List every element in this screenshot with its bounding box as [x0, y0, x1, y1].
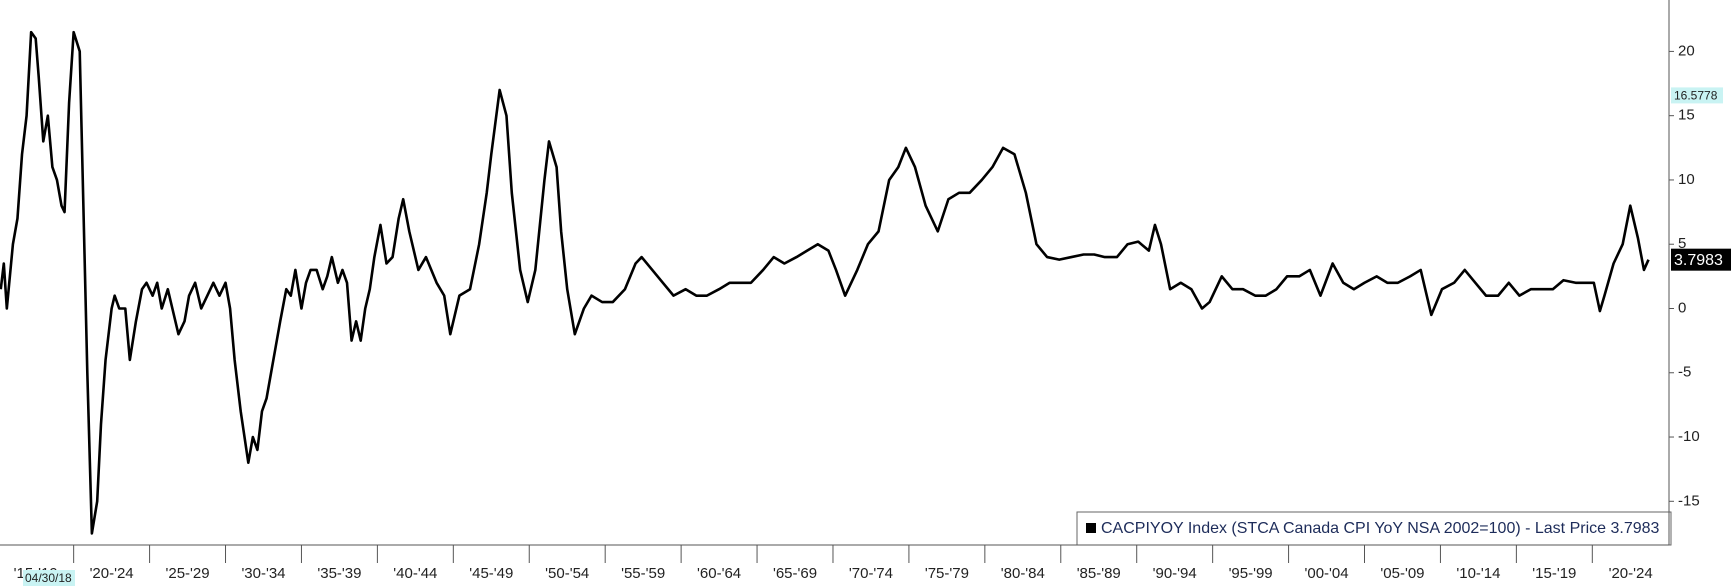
y-tick-label: 5: [1678, 235, 1686, 252]
x-tick-label: '35-'39: [317, 565, 361, 582]
y-tick-label: 15: [1678, 107, 1695, 124]
x-tick-label: '05-'09: [1380, 565, 1424, 582]
y-tick-label: -5: [1678, 364, 1691, 381]
y-tick-label: -15: [1678, 492, 1700, 509]
legend-swatch: [1086, 523, 1096, 533]
series-line: [0, 30, 1650, 535]
y-tick-label: 20: [1678, 42, 1695, 59]
x-tick-label: '10-'14: [1456, 565, 1500, 582]
date-label-bg: [23, 570, 75, 586]
x-tick-label: '55-'59: [621, 565, 665, 582]
y-tick-label: 0: [1678, 299, 1686, 316]
legend-box: [1076, 511, 1672, 546]
y-tick-label: 10: [1678, 171, 1695, 188]
x-tick-label: '75-'79: [925, 565, 969, 582]
x-tick-label: '20-'24: [1609, 565, 1653, 582]
x-tick-label: '85-'89: [1077, 565, 1121, 582]
x-tick-label: '65-'69: [773, 565, 817, 582]
x-tick-label: '50-'54: [545, 565, 589, 582]
last-price-tag: [1671, 248, 1731, 271]
x-tick-label: '30-'34: [241, 565, 285, 582]
y-tick-label: -10: [1678, 428, 1700, 445]
x-tick-label: '45-'49: [469, 565, 513, 582]
x-tick-label: '60-'64: [697, 565, 741, 582]
x-tick-label: '70-'74: [849, 565, 893, 582]
x-tick-label: '80-'84: [1001, 565, 1045, 582]
x-tick-label: '95-'99: [1229, 565, 1273, 582]
x-tick-label: '40-'44: [393, 565, 437, 582]
x-tick-label: '90-'94: [1153, 565, 1197, 582]
x-tick-label: '15-'19: [1532, 565, 1576, 582]
date-label: 04/30/18: [25, 571, 72, 585]
x-tick-label: '20-'24: [90, 565, 134, 582]
legend: CACPIYOY Index (STCA Canada CPI YoY NSA …: [1076, 511, 1672, 546]
x-tick-label: '00-'04: [1304, 565, 1348, 582]
last-price-label: 3.7983: [1674, 252, 1723, 269]
x-tick-label: '25-'29: [166, 565, 210, 582]
legend-label: CACPIYOY Index (STCA Canada CPI YoY NSA …: [1101, 520, 1660, 537]
value-tag-label: 16.5778: [1674, 89, 1718, 103]
value-tag: [1671, 87, 1723, 104]
